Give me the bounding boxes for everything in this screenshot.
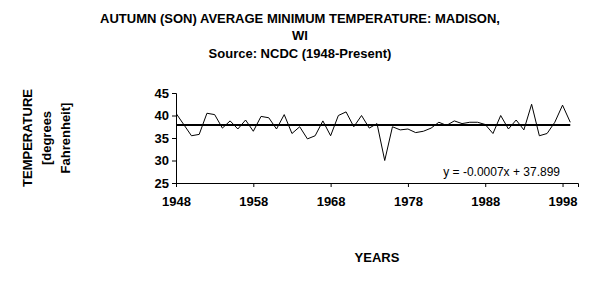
y-tick-label: 45 [155,86,169,101]
x-tick-label: 1958 [239,194,268,209]
y-axis: 25 30 35 40 45 [155,86,177,191]
title: AUTUMN (SON) AVERAGE MINIMUM TEMPERATURE… [100,11,500,43]
x-tick-mark [331,183,332,187]
y-tick-mark [172,138,176,139]
x-tick-mark [408,183,409,187]
x-tick: 1968 [317,183,346,209]
trend-line [176,124,570,126]
y-tick: 40 [155,108,176,123]
x-tick-mark [253,183,254,187]
title-line: AUTUMN (SON) AVERAGE MINIMUM TEMPERATURE… [100,11,500,26]
x-axis-line [177,184,579,188]
chart: AUTUMN (SON) AVERAGE MINIMUM TEMPERATURE… [0,0,597,288]
y-tick: 25 [155,176,176,191]
y-tick-mark [172,93,176,94]
x-tick: 1958 [239,183,268,209]
subtitle: Source: NCDC (1948-Present) [209,46,392,61]
y-axis-label: TEMPERATURE [degrees Fahrenheit] [20,89,73,187]
x-axis: 1948 1958 1968 1978 1988 1998 [162,183,578,209]
data-line [176,104,570,160]
y-tick-label: 30 [155,153,169,168]
x-tick-mark [485,183,486,187]
x-tick-label: 1948 [162,194,191,209]
x-tick-label: 1988 [471,194,500,209]
title-line: WI [292,28,308,43]
y-axis-line [172,94,177,184]
y-tick-mark [172,116,176,117]
x-tick: 1998 [549,183,578,209]
x-tick-mark [176,183,177,187]
annotation: y = -0.0007x + 37.899 [443,165,560,179]
plot-area [176,104,570,160]
x-tick-label: 1968 [317,194,346,209]
y-tick: 45 [155,86,176,101]
y-tick-mark [172,183,176,184]
x-tick: 1948 [162,183,191,209]
y-tick-label: 25 [155,176,169,191]
y-axis-label-line: TEMPERATURE [20,89,35,187]
y-tick-mark [172,161,176,162]
x-tick: 1978 [394,183,423,209]
y-tick-label: 40 [155,108,169,123]
x-tick-label: 1998 [549,194,578,209]
x-tick-mark [563,183,564,187]
y-tick: 30 [155,153,176,168]
x-axis-label: YEARS [355,250,400,265]
y-axis-label-line: Fahrenheit] [58,103,73,174]
x-tick: 1988 [471,183,500,209]
y-tick-label: 35 [155,131,169,146]
x-tick-label: 1978 [394,194,423,209]
y-axis-label-line: [degrees [39,111,54,165]
y-tick: 35 [155,131,176,146]
